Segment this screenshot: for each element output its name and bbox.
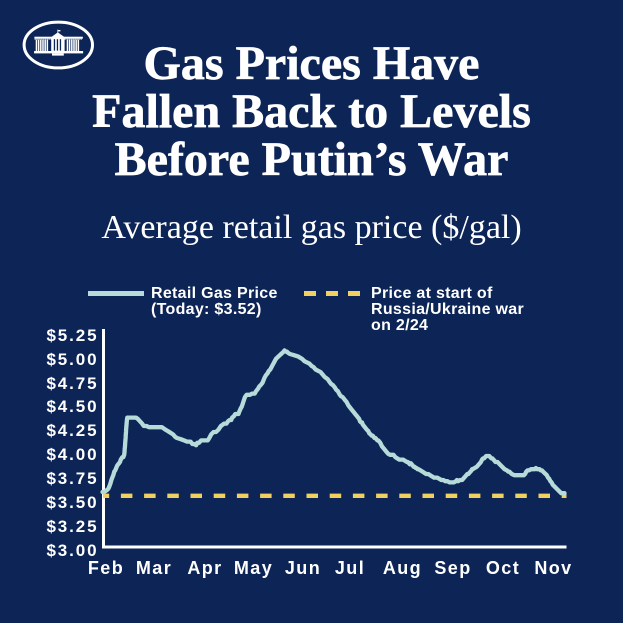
svg-text:Aug: Aug — [383, 558, 422, 578]
svg-text:Mar: Mar — [136, 558, 172, 578]
svg-text:Oct: Oct — [486, 558, 520, 578]
svg-text:$4.25: $4.25 — [46, 421, 98, 440]
svg-text:$5.25: $5.25 — [46, 326, 98, 345]
svg-text:$3.50: $3.50 — [46, 493, 98, 512]
svg-text:Feb: Feb — [88, 558, 124, 578]
svg-text:$3.00: $3.00 — [46, 541, 98, 560]
svg-text:Jun: Jun — [285, 558, 321, 578]
svg-text:Jul: Jul — [335, 558, 365, 578]
svg-text:$4.00: $4.00 — [46, 445, 98, 464]
svg-text:Sep: Sep — [434, 558, 471, 578]
svg-text:Apr: Apr — [187, 558, 222, 578]
svg-text:$5.00: $5.00 — [46, 350, 98, 369]
svg-text:$3.25: $3.25 — [46, 517, 98, 536]
svg-text:$3.75: $3.75 — [46, 469, 98, 488]
svg-text:$4.50: $4.50 — [46, 397, 98, 416]
svg-text:May: May — [234, 558, 273, 578]
svg-text:$4.75: $4.75 — [46, 374, 98, 393]
svg-text:Nov: Nov — [534, 558, 572, 578]
